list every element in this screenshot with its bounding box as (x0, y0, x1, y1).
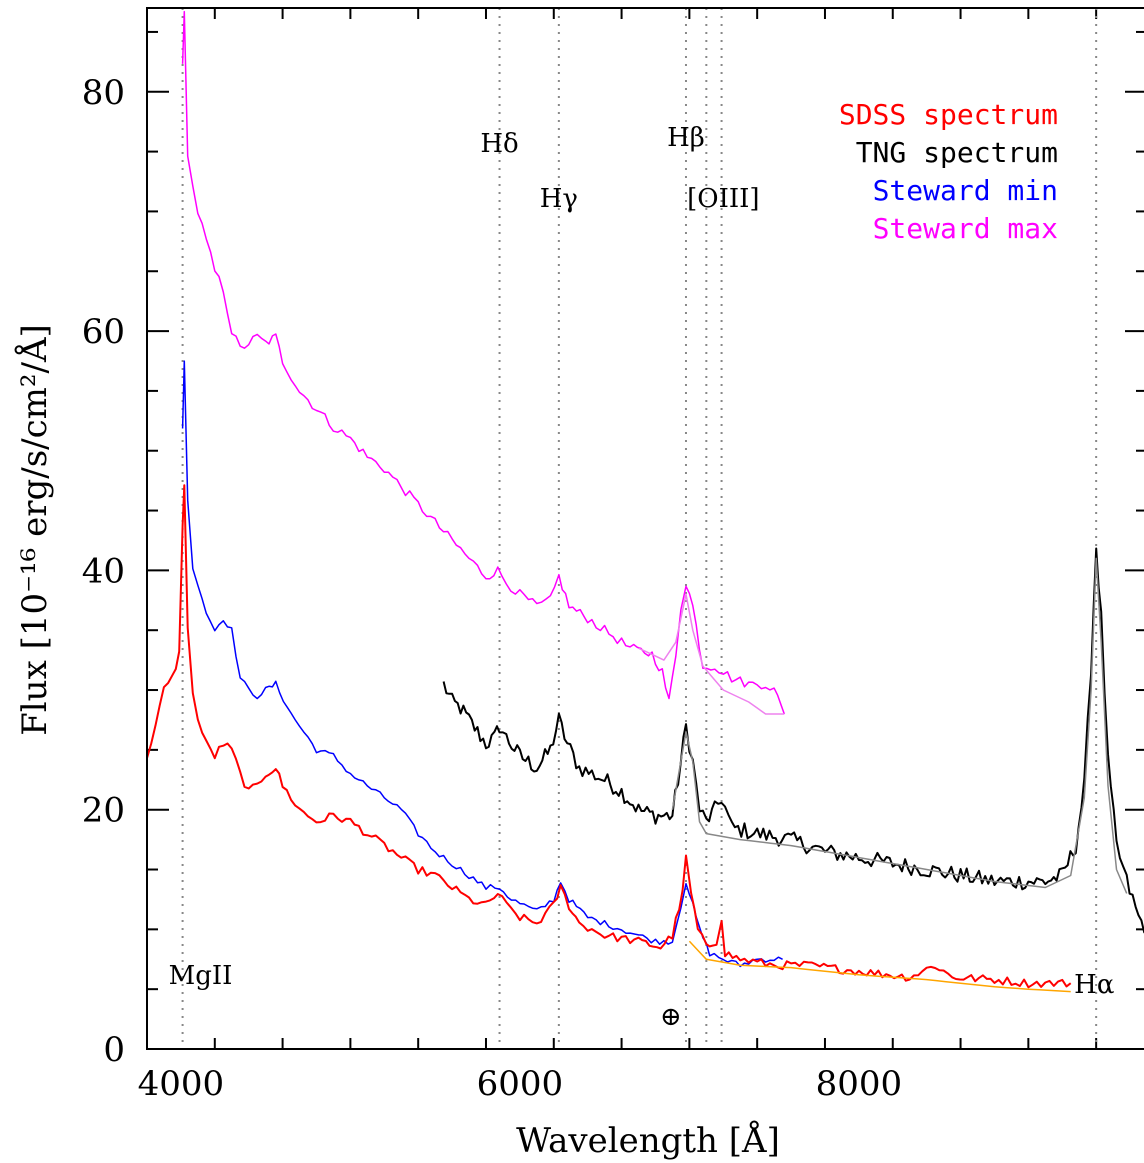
line-marker-label: MgII (169, 961, 233, 991)
line-marker-label: Hδ (480, 129, 518, 159)
legend: SDSS spectrum TNG spectrum Steward min Stew… (839, 98, 1058, 245)
series-line (671, 557, 1128, 894)
line-marker-label: Hα (1074, 970, 1114, 1000)
line-marker-label: Hγ (540, 184, 578, 214)
x-tick-label: 4000 (138, 1064, 225, 1104)
series-line (181, 360, 783, 968)
series-line (146, 484, 1072, 989)
line-marker-label: [OIII] (687, 184, 759, 214)
legend-entry: Steward min (873, 174, 1058, 207)
y-tick-label: 0 (103, 1030, 125, 1070)
plot-frame (146, 7, 1144, 1050)
series-line (181, 10, 786, 715)
x-tick-label: 8000 (816, 1064, 903, 1104)
series-line (688, 940, 1071, 993)
y-tick-label: 40 (82, 551, 125, 591)
legend-entry: Steward max (873, 212, 1058, 245)
y-tick-label: 20 (82, 791, 125, 831)
series-line (638, 593, 785, 715)
y-axis-label: Flux [10⁻¹⁶ erg/s/cm²/Å] (14, 324, 55, 736)
line-marker-label: Hβ (667, 123, 705, 153)
x-tick-label: 6000 (477, 1064, 564, 1104)
x-axis-label: Wavelength [Å] (516, 1120, 780, 1161)
telluric-annotation: ⊕ (660, 1002, 682, 1032)
y-tick-label: 60 (82, 312, 125, 352)
series-line (442, 547, 1144, 934)
y-tick-label: 80 (82, 73, 125, 113)
legend-entry: TNG spectrum (856, 136, 1058, 169)
legend-entry: SDSS spectrum (839, 98, 1058, 131)
